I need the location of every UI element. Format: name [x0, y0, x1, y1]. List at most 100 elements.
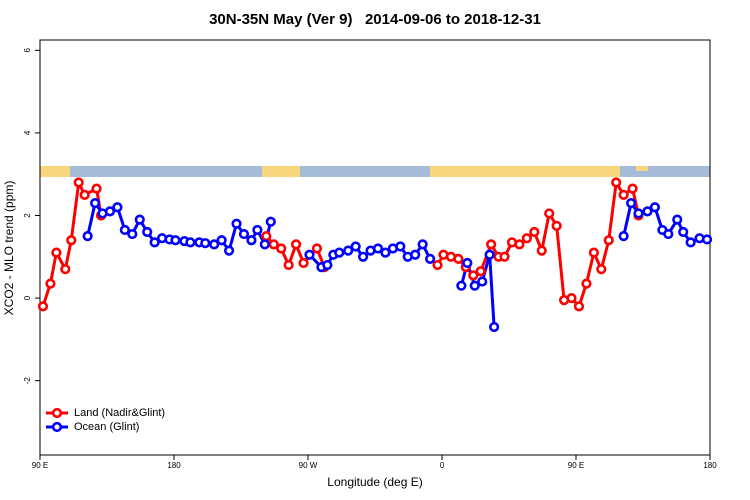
x-axis-label: Longitude (deg E)	[327, 475, 422, 489]
land-mask-strip	[40, 166, 710, 177]
point	[566, 292, 577, 304]
point	[521, 233, 532, 244]
point	[627, 183, 638, 194]
legend-marker	[51, 421, 63, 433]
point	[489, 321, 500, 333]
point	[283, 259, 294, 271]
land-strip	[262, 166, 300, 177]
point	[170, 235, 181, 246]
point	[200, 238, 211, 249]
point	[261, 231, 272, 242]
point	[66, 235, 77, 246]
x-tick-label: 90 E	[568, 461, 584, 470]
point	[477, 276, 488, 287]
point	[149, 237, 160, 248]
point	[475, 266, 486, 277]
point	[514, 239, 525, 250]
chart-title: 30N-35N May (Ver 9) 2014-09-06 to 2018-1…	[209, 11, 541, 28]
point	[216, 235, 227, 246]
point	[45, 278, 56, 289]
point	[678, 226, 689, 238]
point	[298, 257, 309, 269]
point	[486, 239, 497, 250]
x-tick-label: 90 W	[299, 461, 318, 470]
point	[259, 239, 270, 250]
point	[596, 264, 607, 275]
point	[119, 224, 130, 236]
point	[127, 228, 138, 240]
y-tick-label: 4	[23, 130, 32, 135]
point	[276, 243, 287, 254]
point	[112, 202, 123, 213]
point	[551, 220, 562, 231]
plot-frame	[39, 39, 711, 456]
point	[73, 177, 84, 188]
point	[469, 280, 480, 291]
point	[685, 237, 696, 248]
land-strip	[40, 166, 70, 177]
point	[231, 218, 242, 229]
point	[484, 249, 495, 260]
point	[410, 249, 421, 260]
point	[462, 257, 473, 269]
point	[142, 226, 153, 238]
point	[343, 245, 354, 256]
point	[51, 247, 62, 258]
point	[701, 234, 713, 245]
point	[372, 243, 384, 254]
point	[453, 253, 464, 264]
point	[588, 247, 599, 258]
point	[246, 235, 257, 246]
point	[625, 198, 637, 209]
y-tick-label: 6	[23, 48, 32, 53]
point	[468, 270, 479, 281]
x-tick-label: 0	[440, 461, 445, 470]
point	[603, 235, 614, 246]
x-tick-label: 180	[167, 461, 181, 470]
y-tick-label: 0	[23, 295, 32, 300]
point	[334, 247, 345, 258]
point	[79, 189, 90, 200]
point	[642, 206, 653, 217]
y-axis-label: XCO2 - MLO trend (ppm)	[2, 181, 16, 316]
land-strip	[430, 166, 620, 177]
point	[268, 239, 279, 250]
point	[581, 278, 592, 289]
legend-label: Ocean (Glint)	[74, 421, 139, 433]
point	[395, 241, 406, 252]
point	[456, 280, 467, 291]
point	[134, 214, 145, 225]
point	[82, 231, 93, 242]
series-line	[41, 177, 640, 310]
point	[633, 208, 644, 219]
point	[380, 247, 391, 258]
point	[357, 251, 369, 262]
point	[311, 243, 323, 254]
y-tick-label: -2	[23, 377, 32, 385]
point	[529, 226, 540, 238]
point	[265, 216, 276, 227]
point	[290, 239, 302, 250]
point	[104, 206, 116, 217]
point	[322, 259, 333, 271]
point	[499, 251, 510, 262]
point	[618, 231, 629, 242]
y-tick-label: 2	[23, 213, 32, 218]
point	[37, 301, 49, 312]
point	[60, 264, 71, 275]
legend-marker	[51, 407, 63, 419]
series-line	[86, 199, 708, 328]
ocean-strip	[40, 166, 710, 177]
land-strip	[636, 166, 648, 171]
point	[424, 253, 436, 264]
x-tick-label: 180	[703, 461, 717, 470]
point	[252, 224, 263, 236]
x-tick-label: 90 E	[32, 461, 48, 470]
point	[89, 198, 101, 209]
point	[350, 241, 361, 252]
point	[544, 208, 555, 219]
point	[223, 245, 235, 256]
point	[185, 237, 196, 248]
point	[663, 228, 674, 240]
point	[432, 259, 443, 271]
